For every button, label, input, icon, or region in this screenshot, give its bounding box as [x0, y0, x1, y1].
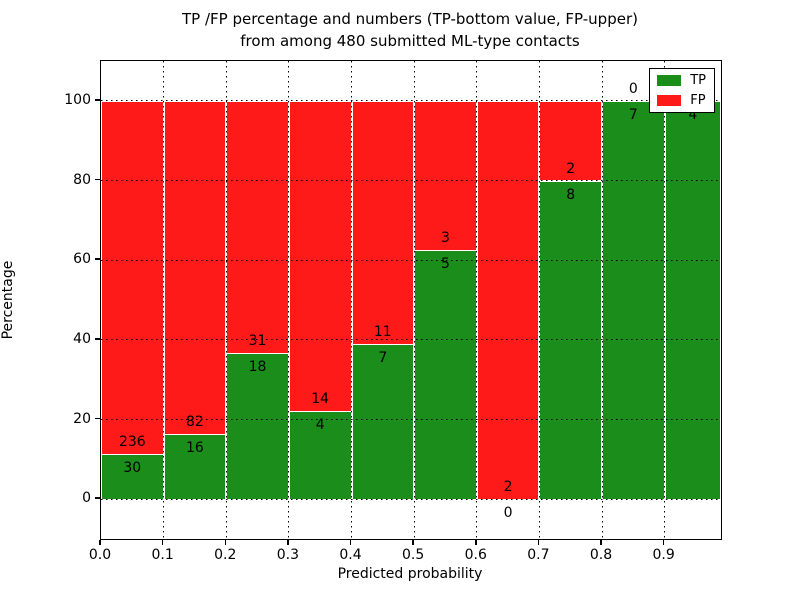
bar-tp-segment [101, 454, 164, 500]
x-tick-label: 0.9 [652, 547, 675, 563]
bar-fp-segment [163, 100, 227, 435]
y-tick-label: 100 [64, 91, 91, 108]
bar-tp-count-label: 5 [440, 256, 450, 273]
chart-title-line1: TP /FP percentage and numbers (TP-bottom… [182, 10, 638, 28]
bar-fp-count-label: 236 [118, 434, 146, 451]
y-tick-label: 80 [73, 171, 91, 188]
bar-fp-count-label: 11 [373, 324, 392, 341]
x-gridline [476, 61, 478, 539]
x-tick-label: 0.7 [527, 547, 550, 563]
x-tick [287, 539, 289, 545]
x-gridline [351, 61, 352, 539]
y-tick [95, 338, 100, 340]
y-gridline [101, 100, 721, 102]
x-tick-label: 0.6 [464, 547, 487, 563]
x-gridline [288, 61, 290, 539]
x-gridline [163, 61, 165, 539]
bar-fp-count-label: 0 [628, 80, 638, 97]
x-tick-label: 0.2 [214, 547, 237, 563]
plot-area: TP FP 23630821631181441173520280704 [100, 60, 722, 540]
x-gridline [413, 61, 415, 539]
x-tick [412, 539, 414, 545]
y-tick [95, 497, 100, 499]
x-tick [349, 539, 352, 545]
bar-fp-count-label: 2 [566, 160, 576, 177]
y-gridline [101, 339, 721, 341]
x-tick-label: 0.3 [276, 547, 300, 563]
bar-tp-segment [163, 434, 227, 500]
y-tick-label: 40 [73, 330, 91, 347]
y-tick [95, 258, 100, 260]
bar-fp-count-label: 14 [311, 390, 330, 407]
legend-label-tp: TP [690, 73, 706, 88]
bar-tp-count-label: 18 [248, 358, 267, 375]
x-gridline [664, 61, 666, 539]
x-gridline [225, 61, 227, 539]
bar-tp-segment [351, 344, 415, 500]
bar-fp-segment [226, 100, 289, 353]
bar-fp-segment [101, 100, 164, 455]
y-tick [95, 417, 100, 420]
x-tick [475, 539, 477, 545]
bar-fp-segment [476, 100, 540, 500]
x-gridline [538, 61, 540, 539]
bar-tp-segment [602, 100, 665, 500]
y-axis-label: Percentage [0, 260, 16, 340]
x-tick [600, 539, 602, 545]
legend-label-fp: FP [690, 93, 706, 108]
bar-tp-count-label: 4 [315, 416, 325, 433]
bar-fp-count-label: 82 [186, 414, 204, 431]
legend-swatch-tp-icon [657, 75, 682, 86]
bar-tp-count-label: 16 [186, 440, 204, 457]
bar-fp-segment [288, 100, 352, 411]
bar-fp-segment [414, 100, 477, 251]
bar-fp-count-label: 2 [503, 479, 513, 496]
y-tick [95, 178, 100, 181]
bar-tp-segment [226, 352, 289, 500]
bar-fp-segment [351, 100, 415, 345]
bar-tp-segment [288, 410, 352, 500]
y-tick-label: 60 [73, 251, 91, 268]
bar-tp-count-label: 4 [688, 106, 698, 123]
bar-tp-count-label: 8 [566, 186, 576, 203]
bar-tp-count-label: 7 [378, 350, 388, 367]
y-tick [95, 99, 100, 101]
x-tick-label: 0.0 [88, 547, 112, 563]
y-gridline [101, 419, 721, 420]
x-tick [662, 539, 665, 545]
bar-tp-count-label: 7 [628, 106, 638, 123]
y-tick-label: 0 [82, 490, 91, 507]
legend: TP FP [649, 68, 715, 113]
legend-entry-fp: FP [657, 94, 706, 107]
legend-swatch-fp-icon [657, 95, 682, 106]
bar-tp-segment [414, 250, 477, 500]
chart-title-line2: from among 480 submitted ML-type contact… [240, 32, 580, 50]
y-gridline [101, 259, 721, 261]
bar-tp-count-label: 0 [503, 505, 513, 522]
x-tick-label: 0.5 [401, 547, 425, 563]
y-tick-label: 20 [73, 410, 91, 427]
x-tick-label: 0.1 [151, 547, 174, 563]
x-tick [161, 539, 164, 545]
x-tick [537, 539, 540, 545]
x-tick-label: 0.8 [589, 547, 613, 563]
x-tick [224, 539, 226, 545]
bar-fp-count-label: 31 [248, 332, 267, 349]
bar-tp-count-label: 30 [123, 460, 142, 477]
x-tick [99, 539, 101, 545]
x-axis-label: Predicted probability [337, 566, 483, 582]
y-gridline [101, 498, 721, 500]
x-tick-label: 0.4 [339, 547, 362, 563]
bar-tp-segment [664, 100, 721, 500]
y-gridline [101, 180, 721, 181]
x-gridline [601, 61, 603, 539]
legend-entry-tp: TP [657, 74, 706, 87]
bar-fp-count-label: 3 [440, 230, 450, 247]
